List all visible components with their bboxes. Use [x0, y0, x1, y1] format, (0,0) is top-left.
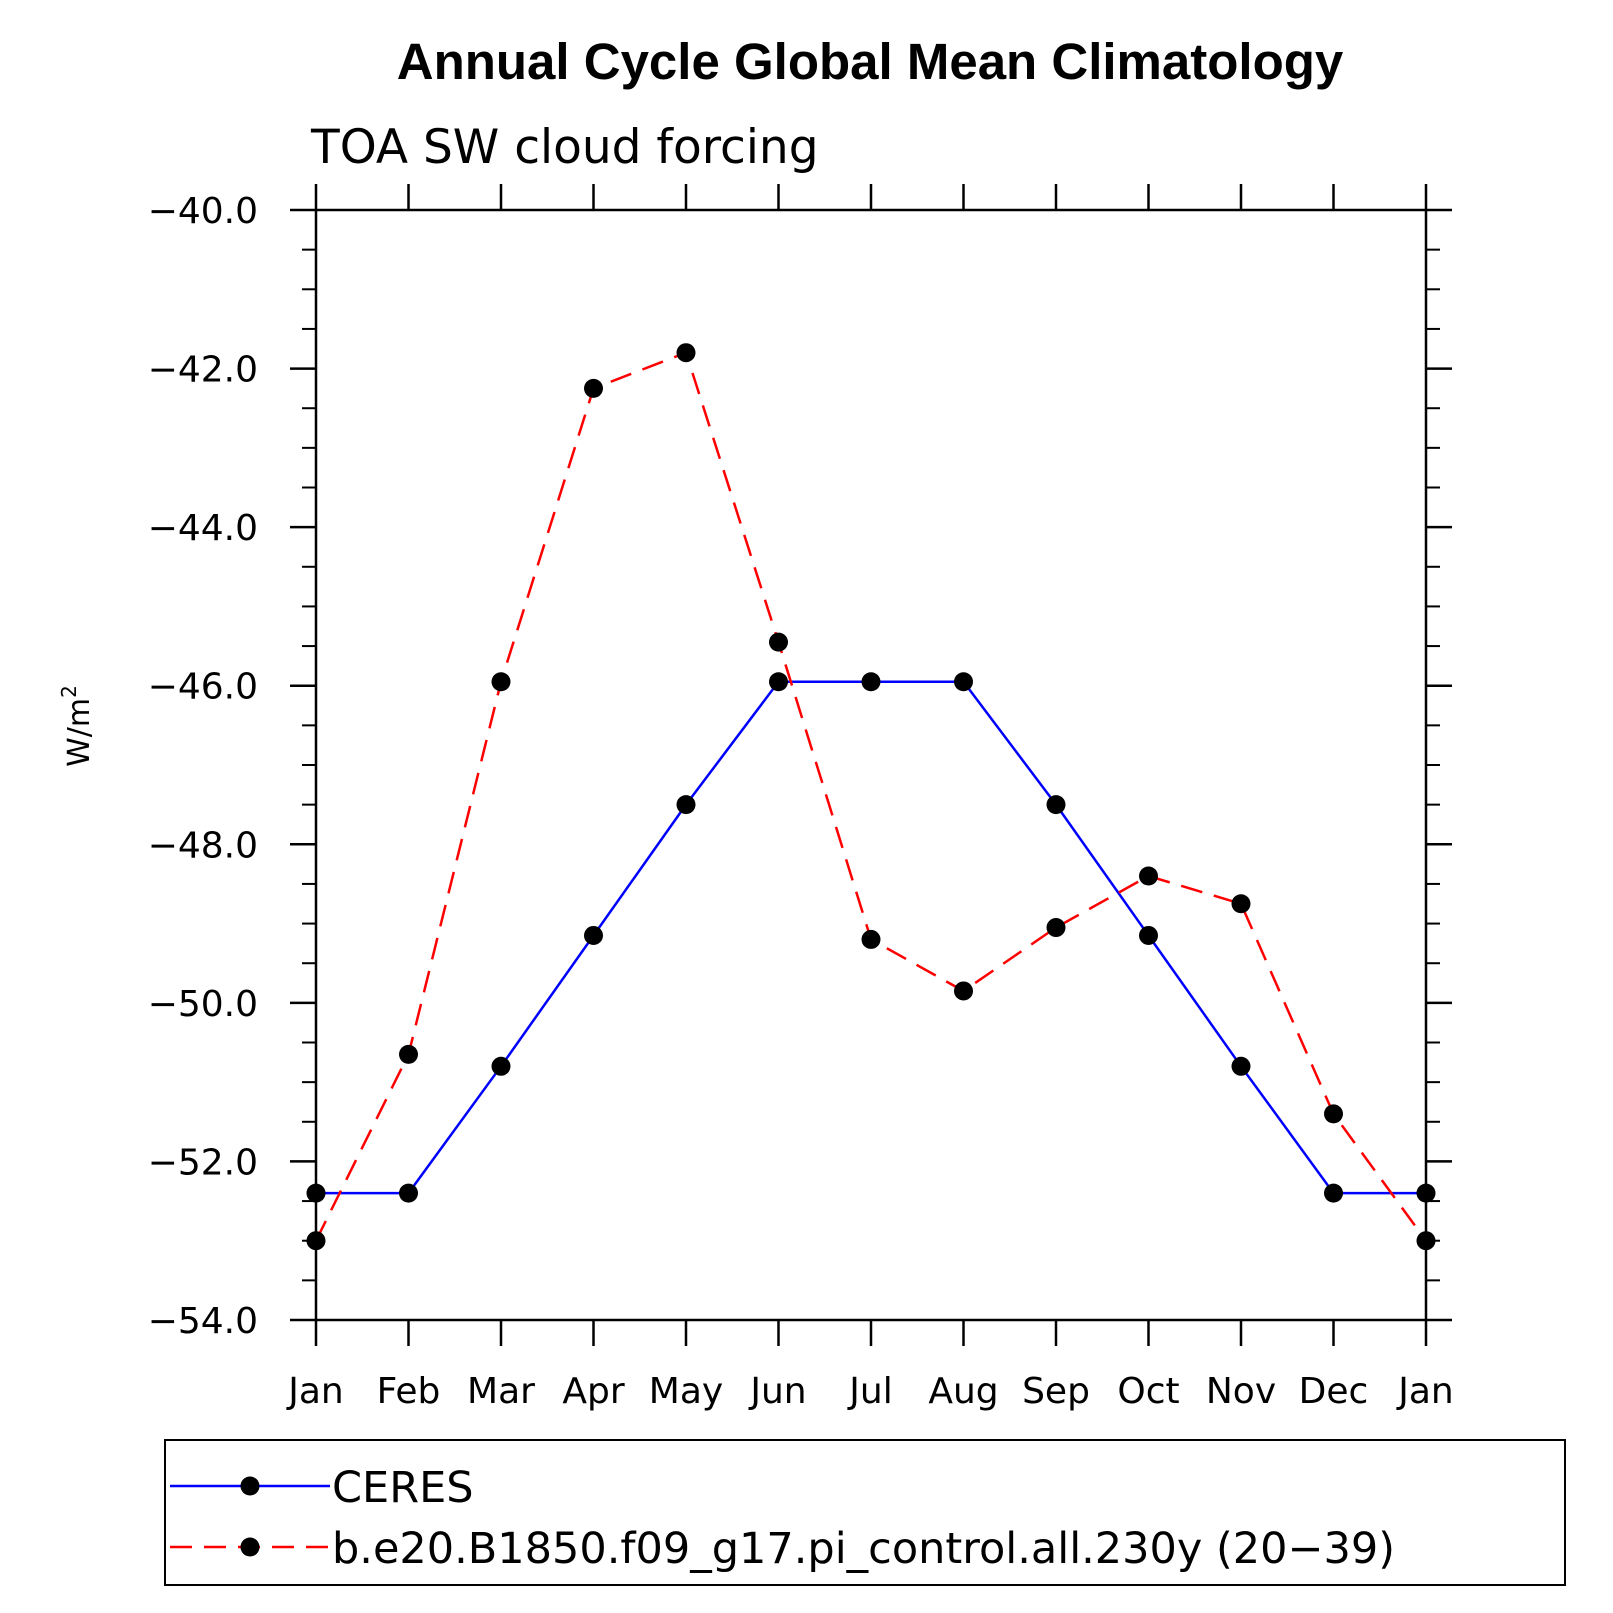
x-tick-label: Jan: [286, 1371, 344, 1412]
y-tick-label: −54.0: [148, 1301, 258, 1342]
data-point-series-0: [306, 1183, 326, 1203]
chart-subtitle: TOA SW cloud forcing: [310, 120, 819, 175]
data-point-series-0: [676, 795, 696, 815]
x-tick-label: Oct: [1117, 1371, 1179, 1412]
y-tick-label: −42.0: [148, 350, 258, 391]
data-point-series-1: [491, 672, 511, 692]
x-tick-label: Apr: [562, 1371, 624, 1412]
data-point-series-1: [306, 1231, 326, 1251]
x-tick-label: Mar: [467, 1371, 535, 1412]
plot-frame: [314, 208, 1428, 1322]
data-point-series-1: [954, 981, 973, 1001]
data-point-series-1: [1139, 866, 1158, 886]
y-tick-label: −44.0: [148, 508, 258, 549]
data-point-series-0: [1416, 1183, 1436, 1203]
data-point-series-0: [399, 1183, 418, 1203]
x-tick-label: Feb: [377, 1371, 441, 1412]
y-tick-label: −46.0: [148, 667, 258, 708]
x-tick-label: May: [649, 1371, 723, 1412]
data-point-series-0: [1046, 795, 1066, 815]
data-point-series-0: [584, 925, 603, 945]
data-point-series-0: [861, 672, 881, 692]
data-point-series-0: [769, 672, 788, 692]
data-point-series-0: [954, 672, 973, 692]
legend-label-model: b.e20.B1850.f09_g17.pi_control.all.230y …: [332, 1524, 1395, 1574]
data-point-series-1: [676, 343, 696, 363]
x-tick-label: Nov: [1206, 1371, 1276, 1412]
y-tick-label: −48.0: [148, 825, 258, 866]
x-tick-label: Aug: [928, 1371, 998, 1412]
data-point-series-1: [861, 929, 881, 949]
x-tick-label: Jan: [1396, 1371, 1454, 1412]
data-point-series-0: [491, 1056, 511, 1076]
data-point-series-1: [1231, 894, 1251, 914]
x-tick-label: Jun: [748, 1371, 806, 1412]
x-tick-label: Sep: [1022, 1371, 1090, 1412]
legend-box: [164, 1439, 1566, 1586]
y-tick-label: −40.0: [148, 191, 258, 232]
data-point-series-0: [1231, 1056, 1251, 1076]
plot-axes: Jan Feb Mar Apr May Jun Jul Aug Sep Oct Nov Dec Jan−…: [148, 184, 1454, 1412]
data-point-series-1: [399, 1044, 418, 1064]
legend-label-ceres: CERES: [332, 1463, 474, 1513]
legend-marker-ceres: [240, 1476, 260, 1496]
series-line-1: [314, 351, 1428, 1242]
data-point-series-1: [584, 378, 603, 398]
data-point-series-1: [1416, 1231, 1436, 1251]
data-point-series-0: [1324, 1183, 1343, 1203]
data-point-series-1: [1324, 1104, 1343, 1124]
legend: CERES b.e20.B1850.f09_g17.pi_control.all…: [164, 1439, 1566, 1586]
data-point-series-0: [1139, 925, 1158, 945]
legend-marker-model: [240, 1537, 260, 1557]
series-layer: [306, 343, 1436, 1251]
y-tick-label: −52.0: [148, 1142, 258, 1183]
y-axis-label-text: W/m: [62, 698, 97, 767]
data-point-series-1: [1046, 918, 1066, 938]
data-point-series-1: [769, 632, 788, 652]
x-tick-label: Dec: [1299, 1371, 1369, 1412]
y-tick-label: −50.0: [148, 984, 258, 1025]
chart-title: Annual Cycle Global Mean Climatology: [397, 33, 1344, 90]
x-tick-label: Jul: [847, 1371, 892, 1412]
y-axis-label: W/m2: [57, 685, 97, 767]
y-axis-label-superscript: 2: [57, 685, 81, 698]
